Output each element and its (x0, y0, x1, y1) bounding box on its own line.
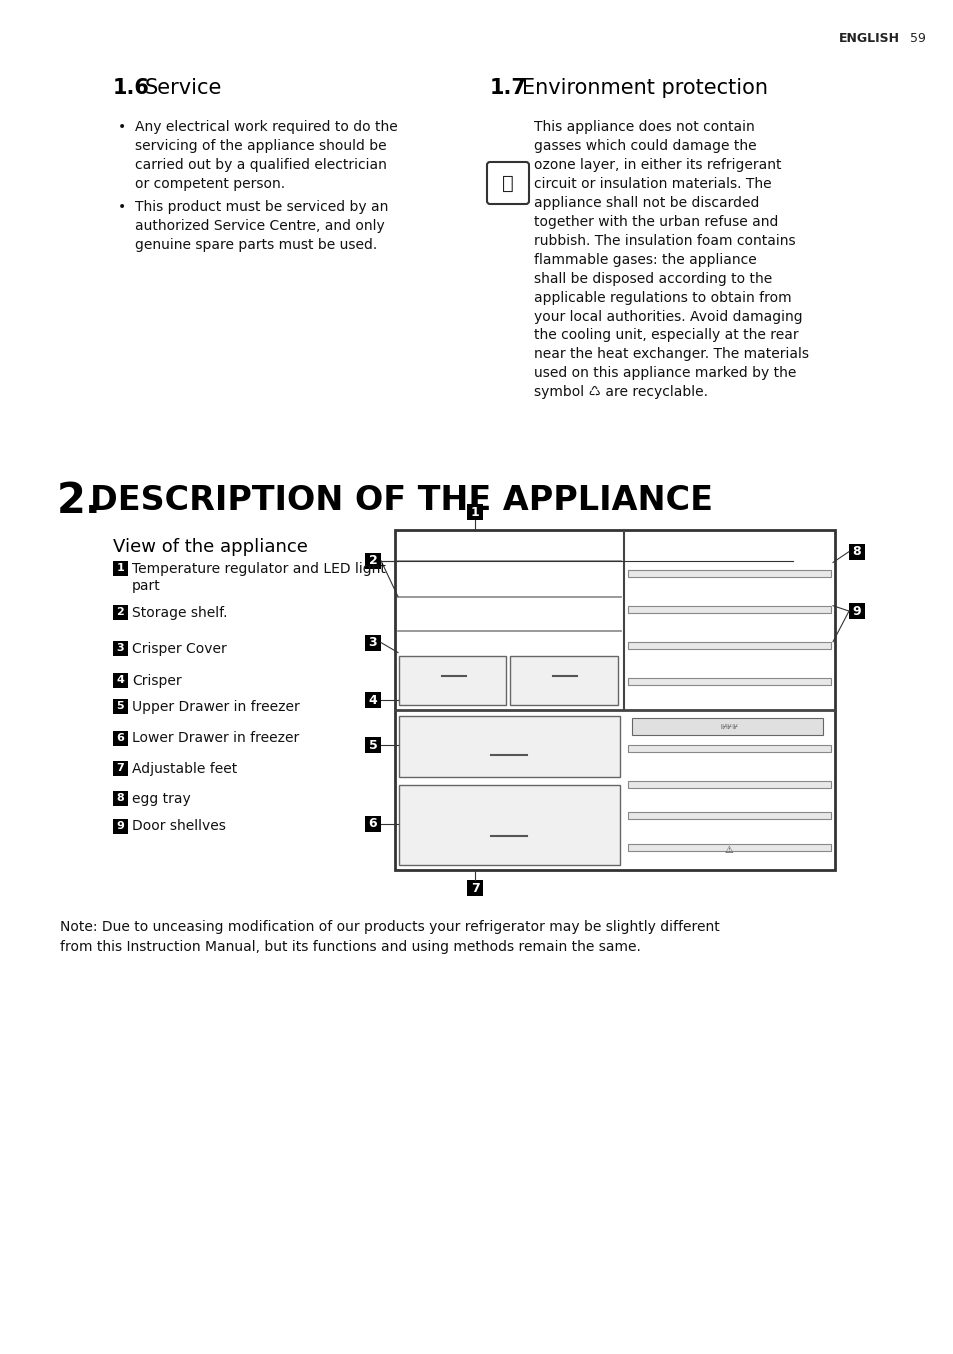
Bar (627, 745, 830, 753)
Text: 3: 3 (368, 636, 377, 649)
Text: Temperature regulator and LED light
part: Temperature regulator and LED light part (132, 562, 385, 593)
Bar (365, 815, 380, 831)
Bar (112, 731, 128, 746)
Text: Adjustable feet: Adjustable feet (132, 761, 237, 776)
Bar (112, 604, 128, 620)
Bar (848, 543, 864, 559)
FancyBboxPatch shape (486, 162, 529, 204)
Text: •: • (118, 121, 126, 134)
Text: egg tray: egg tray (132, 792, 191, 806)
Text: 5: 5 (116, 701, 124, 711)
Text: ⚠: ⚠ (724, 845, 733, 854)
Bar (112, 699, 128, 714)
Bar (627, 642, 830, 649)
Bar (627, 845, 830, 852)
Text: ⊮⊮⊮: ⊮⊮⊮ (720, 723, 738, 730)
Text: 🌻: 🌻 (501, 173, 514, 192)
Text: Environment protection: Environment protection (521, 79, 767, 97)
Bar (510, 655, 618, 705)
Text: View of the appliance: View of the appliance (112, 538, 308, 556)
Bar (848, 603, 864, 619)
Text: 6: 6 (368, 818, 377, 830)
Text: Crisper: Crisper (132, 673, 181, 688)
Text: 8: 8 (116, 793, 124, 803)
Bar (112, 791, 128, 806)
Text: This product must be serviced by an
authorized Service Centre, and only
genuine : This product must be serviced by an auth… (135, 200, 388, 252)
Text: 9: 9 (116, 821, 124, 831)
Bar (627, 570, 830, 577)
Bar (365, 738, 380, 753)
Text: 6: 6 (116, 733, 124, 743)
Text: 1.7: 1.7 (490, 79, 526, 97)
Bar (627, 812, 830, 819)
Text: 4: 4 (368, 693, 377, 707)
Text: 5: 5 (368, 739, 377, 751)
Bar (112, 673, 128, 688)
Text: DESCRIPTION OF THE APPLIANCE: DESCRIPTION OF THE APPLIANCE (90, 483, 712, 517)
Text: Service: Service (145, 79, 222, 97)
Bar (398, 785, 619, 865)
Text: 4: 4 (116, 676, 124, 685)
Bar (631, 718, 822, 735)
Bar (467, 504, 482, 520)
Bar (365, 552, 380, 569)
Text: 2.: 2. (57, 481, 102, 523)
Text: Note: Due to unceasing modification of our products your refrigerator may be sli: Note: Due to unceasing modification of o… (60, 919, 719, 953)
Text: 1: 1 (116, 563, 124, 573)
Bar (365, 692, 380, 708)
Text: Lower Drawer in freezer: Lower Drawer in freezer (132, 731, 299, 746)
Text: Storage shelf.: Storage shelf. (132, 605, 227, 620)
Text: 2: 2 (116, 607, 124, 617)
Bar (112, 819, 128, 834)
Text: Any electrical work required to do the
servicing of the appliance should be
carr: Any electrical work required to do the s… (135, 121, 397, 191)
Bar (395, 529, 834, 871)
Text: Crisper Cover: Crisper Cover (132, 642, 227, 655)
Bar (627, 678, 830, 685)
Text: 8: 8 (852, 546, 861, 558)
Text: 7: 7 (470, 881, 479, 895)
Bar (398, 655, 506, 705)
Text: This appliance does not contain
gasses which could damage the
ozone layer, in ei: This appliance does not contain gasses w… (534, 121, 808, 399)
Bar (627, 780, 830, 788)
Text: 3: 3 (116, 643, 124, 653)
Text: 9: 9 (852, 605, 861, 617)
Text: 7: 7 (116, 764, 124, 773)
Text: Door shellves: Door shellves (132, 819, 226, 834)
Bar (467, 880, 482, 896)
Bar (112, 640, 128, 655)
Text: Upper Drawer in freezer: Upper Drawer in freezer (132, 700, 299, 714)
Text: •: • (118, 200, 126, 214)
Text: 1: 1 (470, 505, 479, 519)
Bar (365, 635, 380, 650)
Bar (112, 761, 128, 776)
Text: 59: 59 (909, 31, 925, 45)
Text: 2: 2 (368, 554, 377, 567)
Bar (112, 561, 128, 575)
Text: 1.6: 1.6 (112, 79, 150, 97)
Text: ENGLISH: ENGLISH (838, 31, 899, 45)
Bar (627, 605, 830, 612)
Bar (398, 716, 619, 777)
